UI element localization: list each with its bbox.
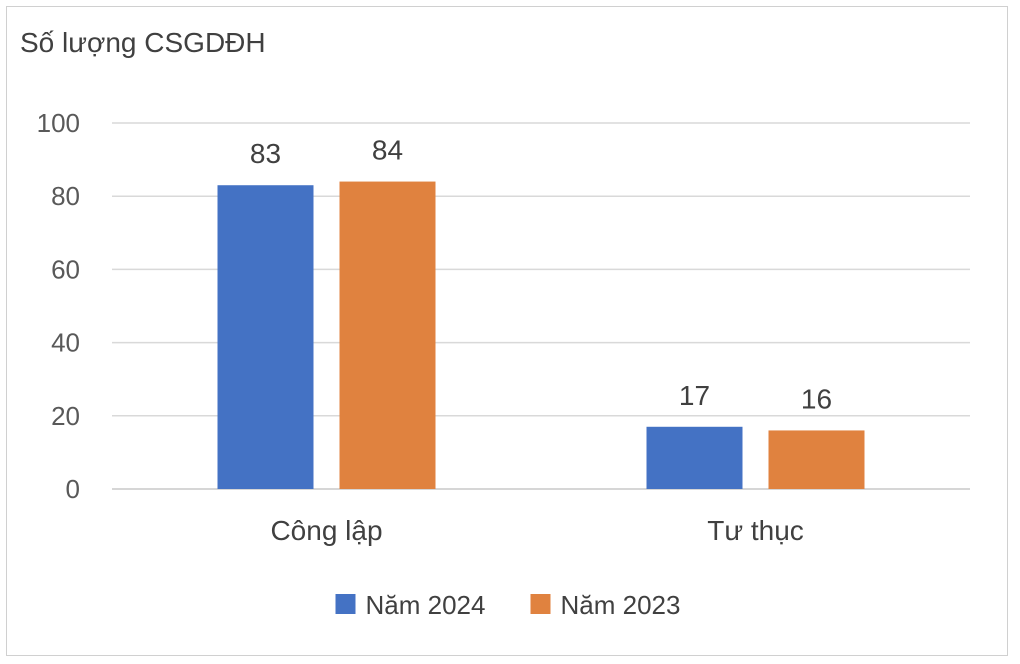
legend-swatch	[530, 594, 551, 614]
data-label: 84	[372, 135, 403, 166]
category-labels: Công lập Tư thục	[270, 515, 803, 546]
bar-Năm 2024-Tư thục	[646, 426, 743, 489]
data-label: 17	[679, 380, 710, 411]
data-labels: 83 84 17 16	[250, 135, 832, 415]
category-label: Tư thục	[707, 515, 804, 546]
legend-label: Năm 2024	[366, 590, 486, 620]
bar-Năm 2023-Tư thục	[768, 430, 865, 489]
legend: Năm 2024 Năm 2023	[335, 590, 681, 620]
chart-frame	[6, 6, 1008, 656]
legend-swatch	[335, 594, 356, 614]
category-label: Công lập	[270, 515, 382, 546]
bar-Năm 2024-Công lập	[217, 185, 314, 489]
y-axis-title: Số lượng CSGDĐH	[20, 27, 266, 58]
bar-Năm 2023-Công lập	[339, 181, 436, 489]
y-tick-label: 20	[51, 401, 80, 431]
y-tick-label: 100	[37, 108, 80, 138]
y-tick-label: 60	[51, 254, 80, 284]
data-label: 16	[801, 383, 832, 414]
data-label: 83	[250, 138, 281, 169]
y-tick-labels: 0 20 40 60 80 100	[37, 108, 80, 504]
bars	[217, 181, 865, 489]
y-tick-label: 0	[66, 474, 80, 504]
y-tick-label: 40	[51, 328, 80, 358]
legend-label: Năm 2023	[561, 590, 681, 620]
y-tick-label: 80	[51, 181, 80, 211]
